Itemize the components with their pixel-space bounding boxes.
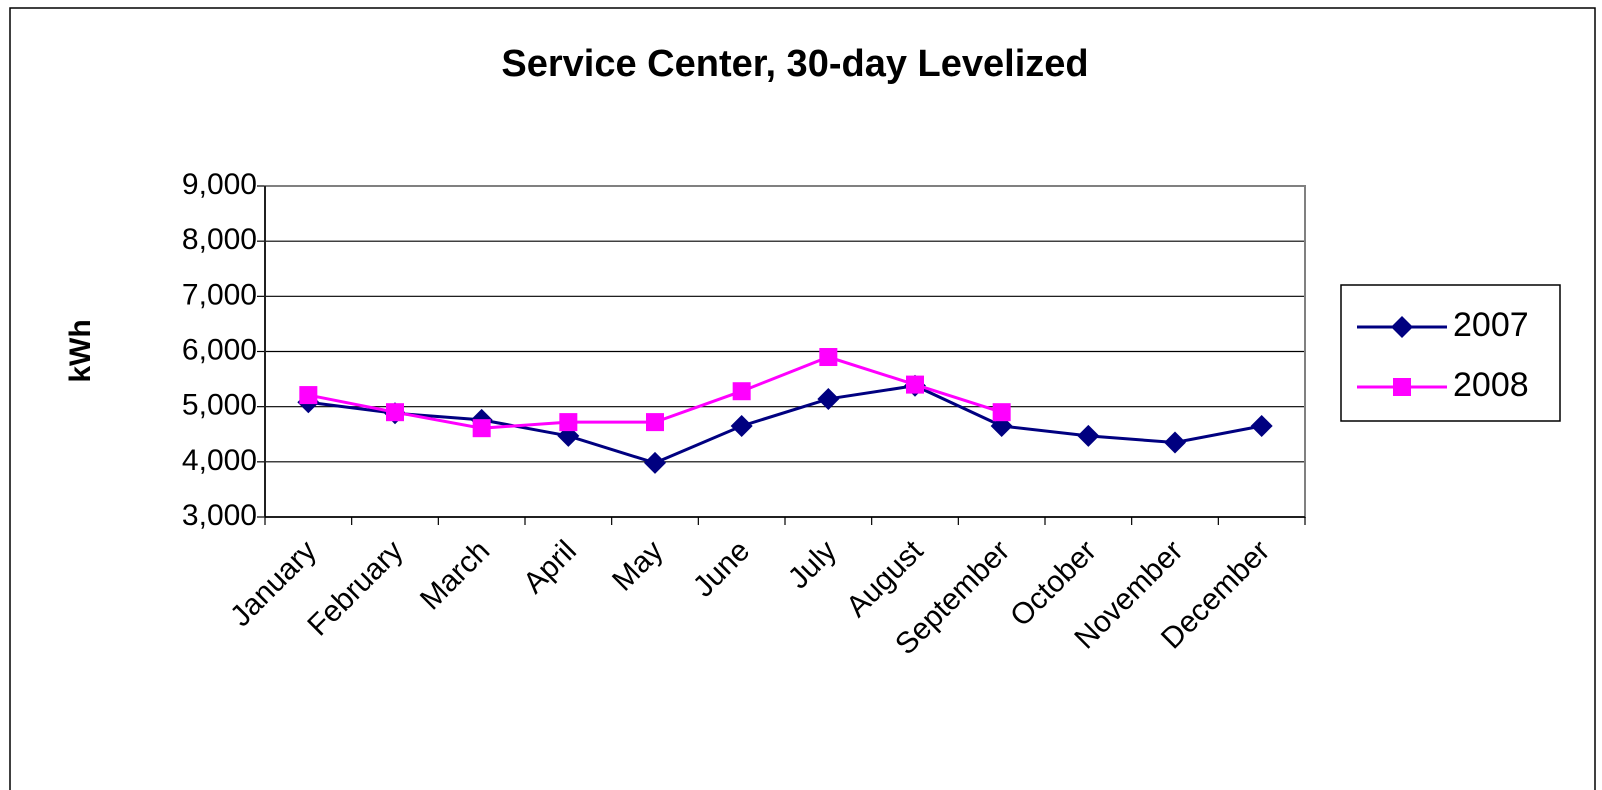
marker: [730, 414, 753, 437]
marker: [732, 382, 751, 401]
y-tick-label: 4,000: [182, 444, 257, 477]
marker: [1393, 378, 1411, 396]
series-line: [308, 384, 1262, 465]
marker: [819, 348, 838, 367]
y-tick-label: 7,000: [182, 278, 257, 311]
marker: [817, 387, 840, 410]
y-tick-label: 8,000: [182, 223, 257, 256]
marker: [646, 413, 664, 432]
marker: [906, 375, 924, 394]
marker: [559, 413, 578, 432]
y-tick-label: 5,000: [182, 389, 257, 422]
marker: [992, 403, 1011, 422]
y-tick-label: 9,000: [182, 168, 257, 201]
marker: [644, 451, 666, 474]
legend: [1340, 284, 1561, 422]
marker: [1250, 414, 1273, 437]
legend-label: 2008: [1453, 366, 1529, 404]
y-axis-label: kWh: [64, 319, 97, 382]
marker: [1077, 424, 1100, 447]
marker: [472, 419, 491, 438]
marker: [386, 403, 404, 422]
y-tick-label: 3,000: [182, 499, 257, 532]
marker: [299, 386, 318, 405]
marker: [1164, 431, 1186, 454]
y-tick-label: 6,000: [182, 333, 257, 366]
chart-title: Service Center, 30-day Levelized: [501, 43, 1088, 85]
marker: [1391, 316, 1413, 338]
legend-label: 2007: [1453, 306, 1529, 344]
